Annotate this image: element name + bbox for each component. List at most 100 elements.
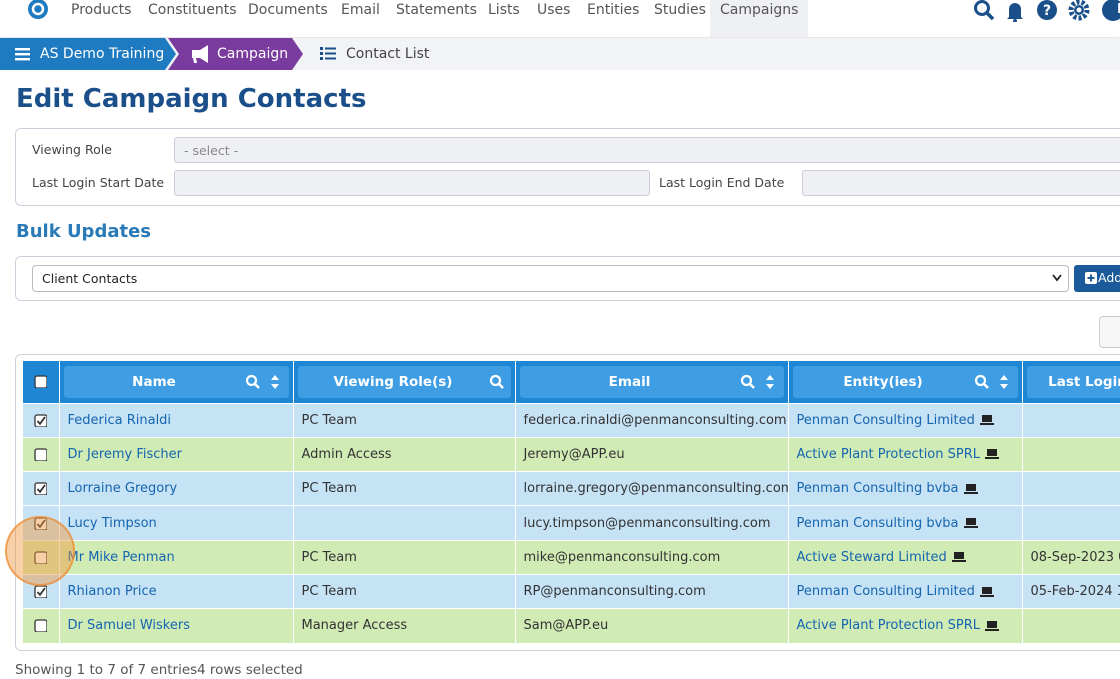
header-pill[interactable]: Entity(ies) <box>792 365 1018 398</box>
laptop-icon <box>985 449 999 460</box>
table-row: Lorraine Gregory PC Team lorraine.gregory@… <box>23 471 1120 507</box>
email-cell: Sam@APP.eu <box>515 608 789 644</box>
entity-cell: Active Steward Limited <box>788 540 1023 575</box>
nav-item[interactable]: Documents <box>248 2 328 18</box>
contact-name[interactable]: Dr Samuel Wiskers <box>67 618 190 634</box>
checkbox[interactable] <box>34 619 48 633</box>
entity[interactable]: Active Plant Protection SPRL <box>796 618 981 634</box>
entity[interactable]: Active Steward Limited <box>796 549 947 565</box>
viewing-role-select[interactable]: - select - <box>174 137 1120 163</box>
contact-name[interactable]: Federica Rinaldi <box>67 412 172 428</box>
entity-cell: Active Plant Protection SPRL <box>788 437 1023 473</box>
lens <box>974 374 986 386</box>
search-icon <box>245 374 260 389</box>
search-icon <box>489 374 504 389</box>
checkbox[interactable] <box>34 448 48 461</box>
base <box>963 491 978 494</box>
entity[interactable]: Penman Consulting Limited <box>796 412 975 428</box>
header-pill[interactable]: Last Login <box>1026 365 1120 398</box>
base <box>979 423 994 426</box>
crumb[interactable]: AS Demo Training <box>40 46 165 62</box>
role-cell <box>293 505 516 541</box>
nav-item[interactable]: Lists <box>488 2 520 18</box>
crumb[interactable]: Campaign <box>217 46 289 62</box>
contact-name[interactable]: Rhianon Price <box>67 584 157 600</box>
login-cell <box>1022 608 1120 644</box>
nav-item[interactable]: Uses <box>537 2 571 18</box>
role: Admin Access <box>301 446 392 462</box>
email: Sam@APP.eu <box>523 618 609 634</box>
email: Jeremy@APP.eu <box>523 446 625 462</box>
contact-name[interactable]: Lorraine Gregory <box>67 481 178 497</box>
svg-text:?: ? <box>1043 3 1051 19</box>
nav-item[interactable]: Entities <box>587 2 640 18</box>
screen <box>981 415 992 423</box>
bulk-select[interactable]: Client Contacts <box>32 265 1069 292</box>
table-box: Name Viewing Role(s) Email Entity(ies) Last … <box>15 354 1120 651</box>
header-pill[interactable]: Email <box>519 365 784 398</box>
nav-item[interactable]: Email <box>341 2 380 18</box>
end-date-input[interactable] <box>802 170 1120 196</box>
screen <box>981 586 992 594</box>
bulk-box: Client Contacts Add <box>15 256 1120 301</box>
header-cell: Entity(ies) <box>788 361 1023 404</box>
header-pill[interactable]: Viewing Role(s) <box>297 365 511 398</box>
entity-cell: Active Plant Protection SPRL <box>788 608 1023 644</box>
table-body: Federica Rinaldi PC Team federica.rinaldi@… <box>23 403 1120 644</box>
role-cell: Admin Access <box>293 437 516 473</box>
email-cell: federica.rinaldi@penmanconsulting.com <box>515 403 789 438</box>
filter-box: Viewing Role - select - Last Login Start… <box>15 128 1120 206</box>
crumb[interactable]: Contact List <box>346 46 430 62</box>
name-cell: Dr Jeremy Fischer <box>59 437 294 473</box>
nav-item[interactable]: Products <box>71 2 132 18</box>
role: PC Team <box>301 584 357 600</box>
nav-item[interactable]: Campaigns <box>710 0 809 37</box>
entity[interactable]: Penman Consulting bvba <box>796 515 959 531</box>
base <box>951 560 966 563</box>
login-cell: 05-Feb-2024 17 <box>1022 574 1120 610</box>
role-cell: PC Team <box>293 540 516 575</box>
role: PC Team <box>301 549 357 565</box>
entity[interactable]: Active Plant Protection SPRL <box>796 446 981 462</box>
filter-label: Last Login Start Date <box>32 175 165 190</box>
role-cell: PC Team <box>293 471 516 507</box>
checkbox-frame <box>34 375 48 389</box>
checkmark <box>37 484 46 494</box>
entity-cell: Penman Consulting Limited <box>788 574 1023 610</box>
entity[interactable]: Penman Consulting Limited <box>796 584 975 600</box>
email-cell: RP@penmanconsulting.com <box>515 574 789 610</box>
email: lucy.timpson@penmanconsulting.com <box>523 515 771 531</box>
screen <box>965 518 976 526</box>
header-cell: Name <box>59 361 294 404</box>
contact-name[interactable]: Mr Mike Penman <box>67 549 175 565</box>
checkmark <box>37 587 46 597</box>
contact-name[interactable]: Dr Jeremy Fischer <box>67 446 183 462</box>
checkbox[interactable] <box>34 375 48 389</box>
add-button[interactable]: Add <box>1074 265 1120 292</box>
nav-item[interactable]: Constituents <box>148 2 237 18</box>
name-cell: Mr Mike Penman <box>59 540 294 575</box>
start-date-input[interactable] <box>174 170 650 196</box>
checkbox[interactable] <box>34 585 48 599</box>
select-caret <box>1052 274 1062 282</box>
role-cell: Manager Access <box>293 608 516 644</box>
header-pill[interactable]: Name <box>63 365 289 398</box>
name-cell: Rhianon Price <box>59 574 294 610</box>
nav-item[interactable]: Studies <box>654 2 706 18</box>
column-header: Name <box>132 373 176 390</box>
laptop-icon <box>963 483 978 494</box>
contact-name[interactable]: Lucy Timpson <box>67 515 157 531</box>
entity[interactable]: Penman Consulting bvba <box>796 481 959 497</box>
checkbox[interactable] <box>34 482 48 496</box>
login-cell <box>1022 505 1120 541</box>
name-cell: Lorraine Gregory <box>59 471 294 507</box>
export-button[interactable] <box>1099 316 1120 348</box>
base <box>963 526 978 529</box>
header-cell: Email <box>515 361 789 404</box>
search-icon <box>974 374 989 389</box>
avatar[interactable]: LT <box>1117 2 1120 17</box>
top-nav: Products Constituents Documents Email Statem… <box>0 0 1120 37</box>
nav-item[interactable]: Statements <box>396 2 477 18</box>
checkbox[interactable] <box>34 413 48 427</box>
